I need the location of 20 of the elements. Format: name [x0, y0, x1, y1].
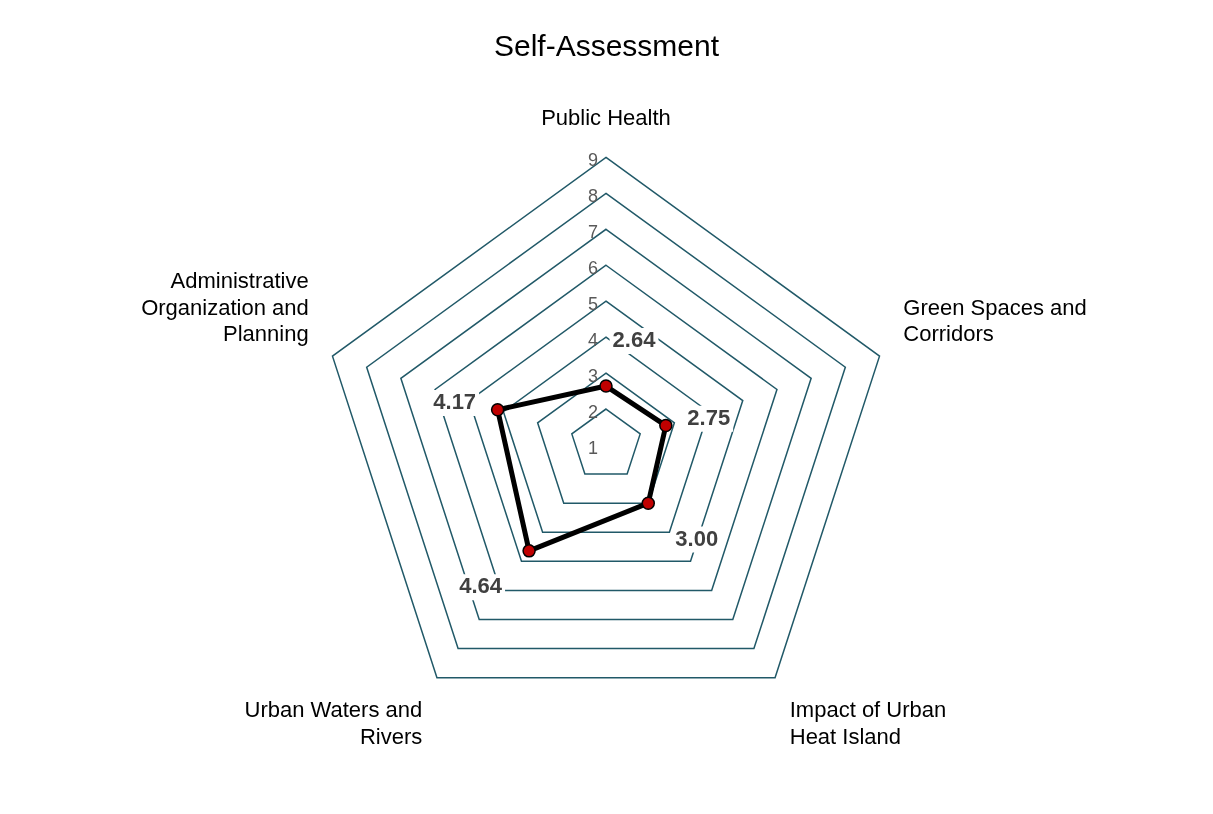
y-tick-label: 2	[587, 402, 598, 423]
y-tick-label: 8	[587, 186, 598, 207]
spoke-label: Urban Waters and Rivers	[244, 697, 423, 749]
y-tick-label: 9	[587, 150, 598, 171]
data-label: 4.17	[433, 389, 477, 415]
y-tick-label: 4	[587, 330, 598, 351]
y-tick-label: 7	[587, 222, 598, 243]
chart-title: Self-Assessment	[493, 29, 720, 63]
spoke-label: Administrative Organization and Planning	[141, 268, 309, 347]
spoke-label: Public Health	[541, 105, 671, 131]
spoke-label: Impact of Urban Heat Island	[789, 697, 947, 749]
y-tick-label: 6	[587, 258, 598, 279]
y-tick-label: 1	[587, 437, 598, 458]
spoke-label: Green Spaces and Corridors	[903, 294, 1087, 347]
y-tick-label: 5	[587, 294, 598, 315]
data-label: 3.00	[675, 525, 719, 551]
data-label: 2.64	[612, 327, 657, 353]
data-label: 4.64	[459, 573, 503, 599]
data-label: 2.75	[687, 404, 731, 430]
y-tick-label: 3	[587, 366, 598, 387]
